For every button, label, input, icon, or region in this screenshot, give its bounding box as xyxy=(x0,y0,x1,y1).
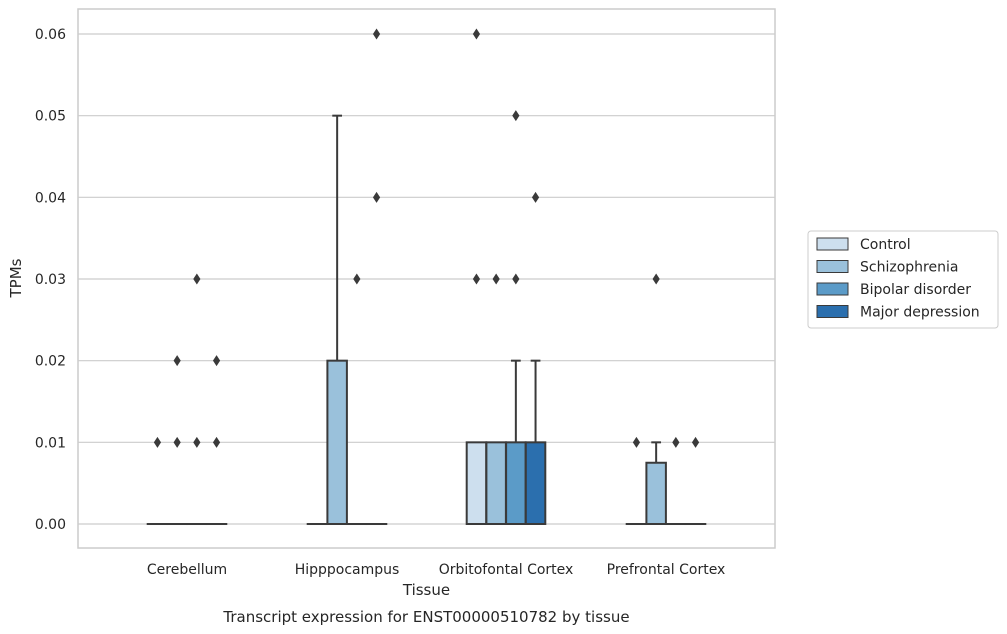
outlier-point xyxy=(512,110,520,122)
outlier-point xyxy=(173,436,181,448)
legend-swatch xyxy=(816,237,849,251)
box-schizophrenia xyxy=(645,461,667,525)
box-group xyxy=(306,28,388,526)
legend-label: Bipolar disorder xyxy=(860,282,971,298)
outlier-point xyxy=(372,191,381,203)
box-schizophrenia xyxy=(326,359,348,525)
outlier-point xyxy=(472,273,481,285)
y-tick-label: 0.02 xyxy=(35,354,66,370)
legend: Control Schizophrenia Bipolar disorder Majo… xyxy=(807,230,999,329)
y-axis-title: TPMs xyxy=(7,258,25,298)
plot-frame xyxy=(77,8,776,549)
y-tick-label: 0.03 xyxy=(35,272,66,288)
x-tick-label: Hipppocampus xyxy=(295,562,400,578)
x-axis-categories: Cerebellum Hipppocampus Orbitofontal Corte… xyxy=(147,562,725,578)
legend-swatch xyxy=(816,260,849,273)
box-group xyxy=(465,28,547,526)
outlier-point xyxy=(153,436,162,448)
box-control xyxy=(465,441,488,526)
legend-swatch xyxy=(816,305,849,318)
legend-frame xyxy=(807,230,999,329)
outlier-point xyxy=(193,273,201,285)
outlier-point xyxy=(212,436,221,448)
x-tick-label: Orbitofontal Cortex xyxy=(439,562,574,578)
box-major-depression xyxy=(524,441,547,526)
outlier-point xyxy=(353,273,361,285)
chart-caption: Transcript expression for ENST0000051078… xyxy=(222,608,629,626)
y-tick-label: 0.06 xyxy=(35,27,66,43)
y-tick-label: 0.04 xyxy=(35,190,66,206)
outlier-point xyxy=(193,436,201,448)
x-tick-label: Cerebellum xyxy=(147,562,227,578)
legend-label: Major depression xyxy=(860,305,980,321)
outlier-point xyxy=(672,436,680,448)
y-tick-label: 0.05 xyxy=(35,109,66,125)
outlier-point xyxy=(372,28,381,40)
outlier-point xyxy=(632,436,641,448)
box-schizophrenia xyxy=(485,441,507,526)
outlier-point xyxy=(512,273,520,285)
box-groups xyxy=(146,28,707,526)
y-axis-ticks: 0.00 0.01 0.02 0.03 0.04 0.05 0.06 xyxy=(35,27,66,533)
outlier-point xyxy=(173,355,181,367)
x-axis-title: Tissue xyxy=(402,581,450,599)
outlier-point xyxy=(652,273,660,285)
box-bipolar-disorder xyxy=(505,441,527,526)
legend-label: Control xyxy=(860,237,911,253)
x-tick-label: Prefrontal Cortex xyxy=(607,562,726,578)
outlier-point xyxy=(691,436,700,448)
outlier-point xyxy=(212,355,221,367)
legend-label: Schizophrenia xyxy=(860,260,958,276)
box-group xyxy=(625,273,707,526)
y-tick-label: 0.01 xyxy=(35,435,66,451)
outlier-point xyxy=(492,273,500,285)
outlier-point xyxy=(472,28,481,40)
legend-swatch xyxy=(816,282,849,296)
box-group xyxy=(146,273,228,526)
y-tick-label: 0.00 xyxy=(35,517,66,533)
outlier-point xyxy=(531,191,540,203)
